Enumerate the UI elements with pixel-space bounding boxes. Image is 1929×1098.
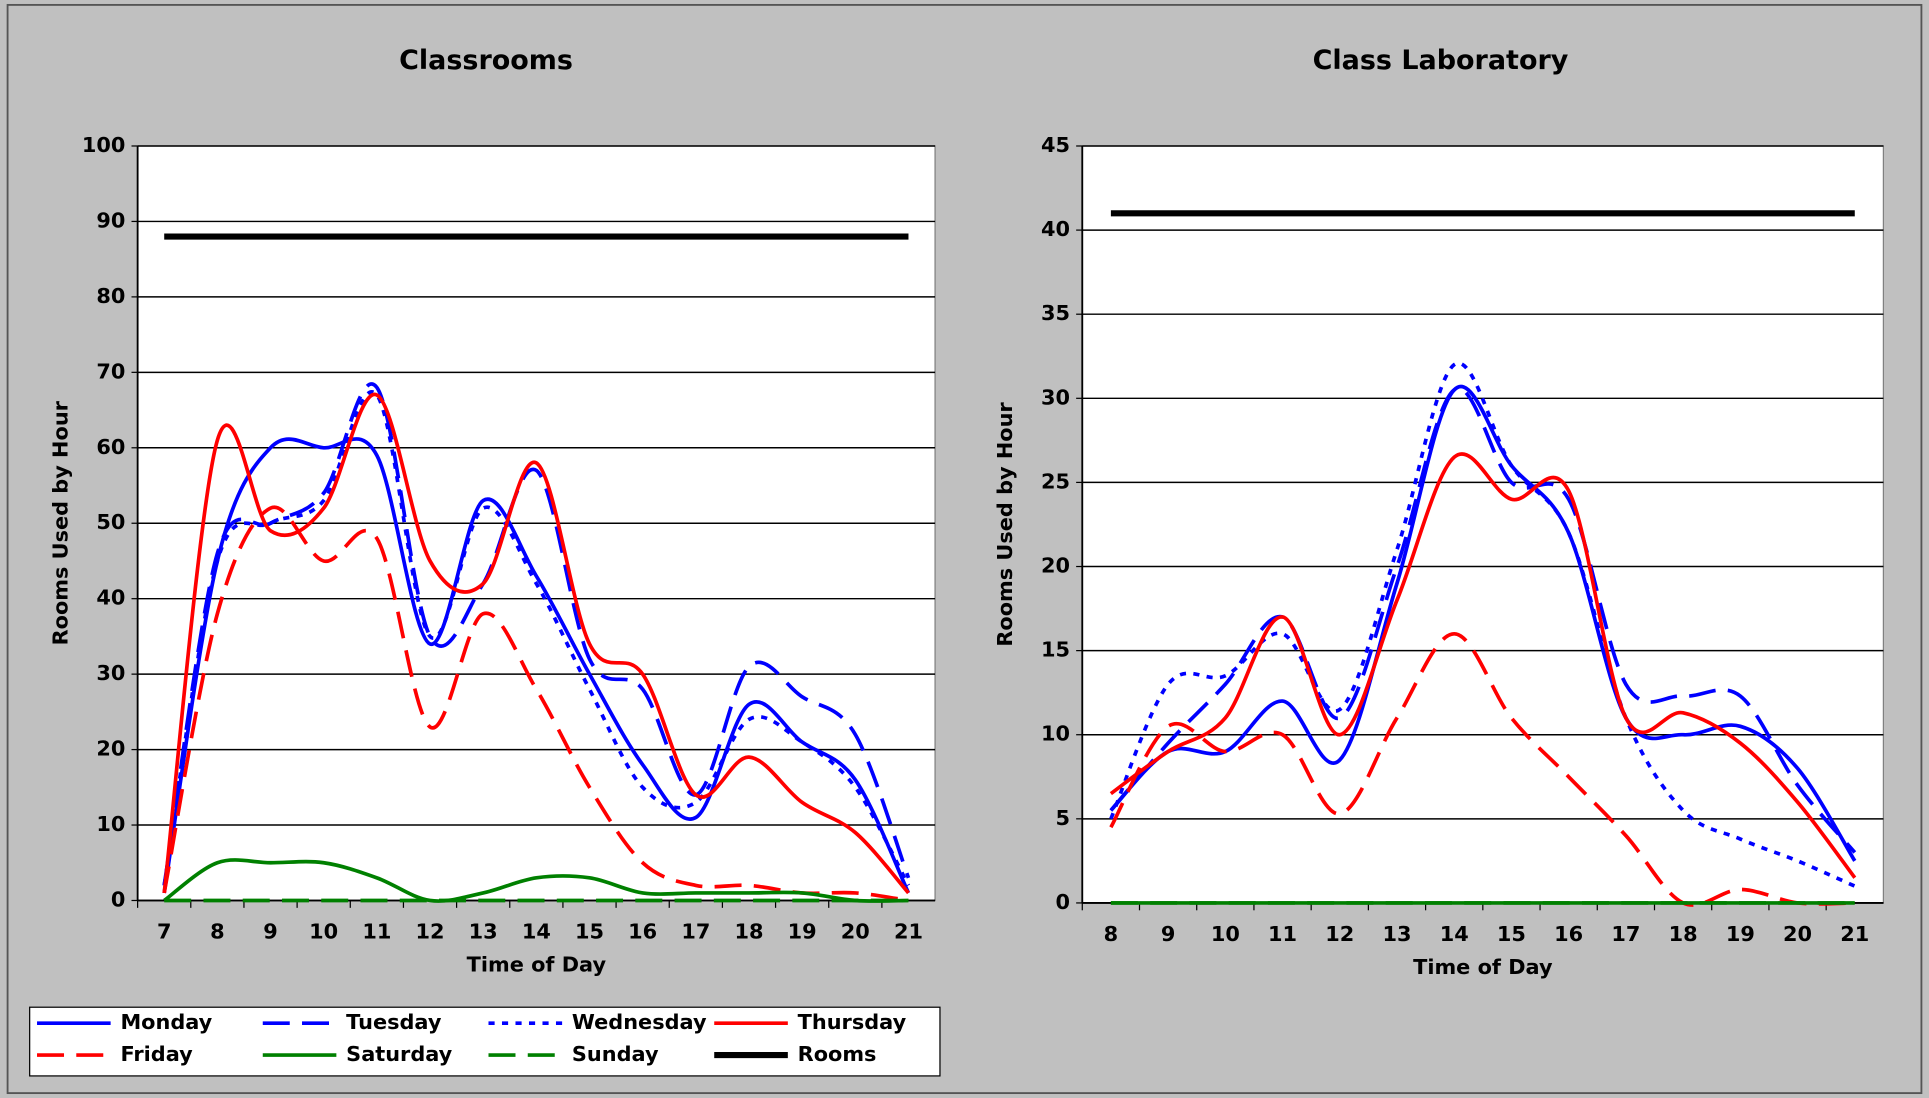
x-tick-label: 13 (469, 919, 498, 943)
y-tick-label: 20 (1041, 554, 1070, 578)
x-tick-label: 21 (894, 919, 923, 943)
series-line (162, 390, 911, 887)
x-axis-label: Time of Day (467, 953, 607, 977)
y-tick-label: 90 (96, 208, 125, 232)
y-axis-label: Rooms Used by Hour (993, 402, 1017, 647)
x-tick-label: 19 (1726, 922, 1755, 946)
x-tick-label: 7 (157, 919, 172, 943)
series-line (1109, 361, 1856, 888)
y-tick-label: 25 (1041, 469, 1070, 493)
series-line (1109, 452, 1857, 879)
legend-label: Wednesday (572, 1010, 707, 1034)
y-tick-label: 45 (1041, 133, 1070, 157)
y-tick-label: 100 (82, 133, 126, 157)
x-tick-label: 14 (1440, 922, 1469, 946)
x-tick-label: 9 (263, 919, 278, 943)
x-tick-label: 18 (1669, 922, 1698, 946)
legend-label: Thursday (798, 1010, 907, 1034)
chart-title: Class Laboratory (1313, 45, 1569, 76)
x-tick-label: 8 (210, 919, 225, 943)
chart-title: Classrooms (399, 45, 573, 76)
y-tick-label: 70 (96, 359, 125, 383)
plot-area (1081, 145, 1884, 904)
x-tick-label: 18 (734, 919, 763, 943)
x-tick-label: 19 (788, 919, 817, 943)
x-tick-label: 17 (1611, 922, 1640, 946)
y-axis-label: Rooms Used by Hour (49, 400, 73, 645)
legend (29, 1006, 941, 1077)
y-tick-label: 0 (111, 887, 126, 911)
y-tick-label: 30 (1041, 385, 1070, 409)
x-tick-label: 20 (841, 919, 870, 943)
y-tick-label: 35 (1041, 301, 1070, 325)
y-tick-label: 10 (96, 812, 125, 836)
legend-label: Tuesday (346, 1010, 442, 1034)
x-tick-label: 11 (1268, 922, 1297, 946)
x-tick-label: 14 (522, 919, 551, 943)
y-tick-label: 50 (96, 510, 125, 534)
x-tick-label: 9 (1161, 922, 1176, 946)
x-tick-label: 11 (362, 919, 391, 943)
series-line (1109, 631, 1855, 907)
series-line (162, 437, 911, 894)
x-tick-label: 13 (1382, 922, 1411, 946)
y-tick-label: 40 (96, 586, 125, 610)
legend-label: Sunday (572, 1042, 659, 1066)
y-tick-label: 15 (1041, 638, 1070, 662)
legend-label: Saturday (346, 1042, 453, 1066)
y-tick-label: 80 (96, 284, 125, 308)
y-tick-label: 5 (1055, 806, 1070, 830)
x-tick-label: 17 (681, 919, 710, 943)
legend-label: Rooms (798, 1042, 877, 1066)
x-tick-label: 12 (1325, 922, 1354, 946)
x-tick-label: 15 (575, 919, 604, 943)
x-tick-label: 8 (1104, 922, 1119, 946)
y-tick-label: 20 (96, 737, 125, 761)
x-tick-label: 10 (309, 919, 338, 943)
x-tick-label: 16 (1554, 922, 1583, 946)
y-tick-label: 40 (1041, 217, 1070, 241)
y-tick-label: 30 (96, 661, 125, 685)
y-tick-label: 10 (1041, 722, 1070, 746)
legend-label: Friday (120, 1042, 193, 1066)
x-tick-label: 10 (1211, 922, 1240, 946)
series-line (1109, 386, 1857, 854)
x-axis-label: Time of Day (1413, 955, 1553, 979)
x-tick-label: 16 (628, 919, 657, 943)
legend-label: Monday (120, 1010, 212, 1034)
y-tick-label: 0 (1055, 890, 1070, 914)
x-tick-label: 21 (1840, 922, 1869, 946)
series-line (162, 392, 910, 895)
x-tick-label: 15 (1497, 922, 1526, 946)
x-tick-label: 20 (1783, 922, 1812, 946)
x-tick-label: 12 (416, 919, 445, 943)
series-line (163, 858, 909, 903)
y-tick-label: 60 (96, 435, 125, 459)
series-line (162, 505, 909, 903)
